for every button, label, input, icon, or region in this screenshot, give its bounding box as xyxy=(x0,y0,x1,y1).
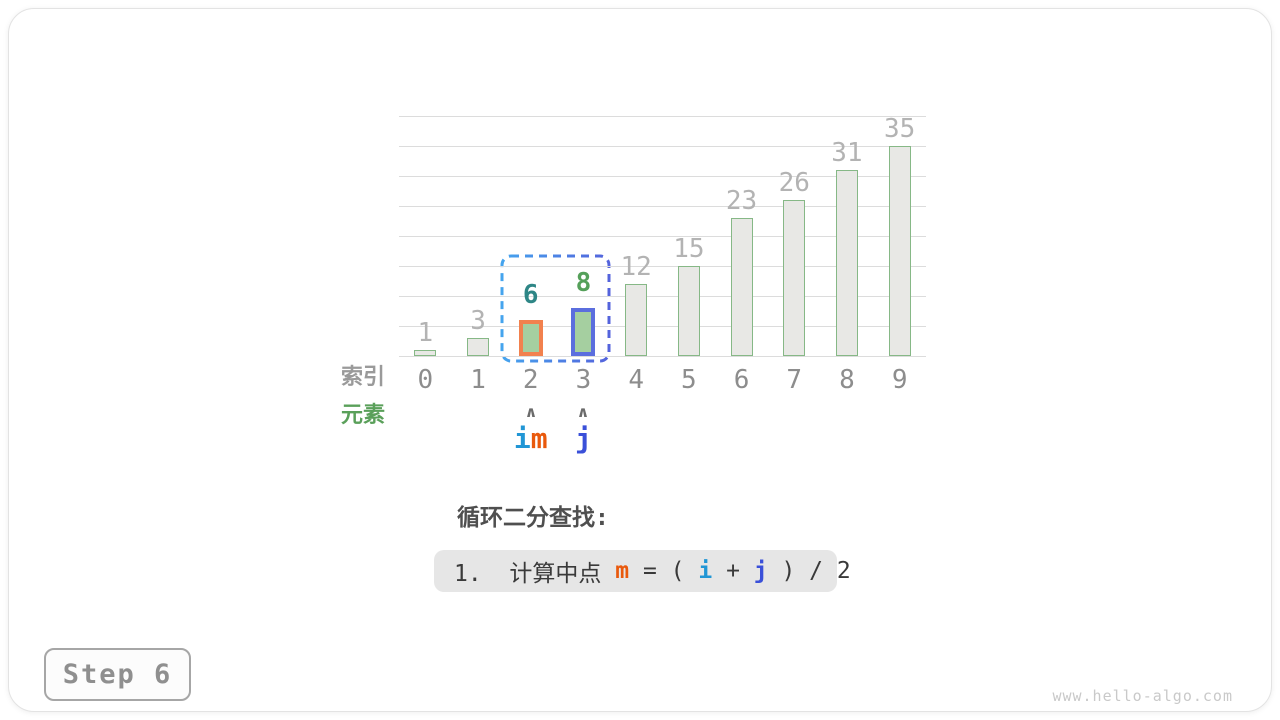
index-label: 2 xyxy=(522,365,539,395)
bar xyxy=(888,146,911,356)
formula-part: m xyxy=(615,558,630,584)
formula-part: j xyxy=(753,558,768,584)
formula-part: i xyxy=(698,558,713,584)
gridline xyxy=(399,296,926,297)
caret-up-icon: ∧ xyxy=(525,403,537,421)
gridline xyxy=(399,176,926,177)
bar-value-label: 3 xyxy=(470,306,486,336)
formula-part: ) / 2 xyxy=(767,558,851,584)
index-label: 3 xyxy=(575,365,592,395)
bar xyxy=(625,284,648,356)
gridline xyxy=(399,146,926,147)
x-axis-label: 索引 xyxy=(340,365,385,390)
formula-part: 1. 计算中点 xyxy=(454,561,616,587)
gridline xyxy=(399,356,926,357)
gridline xyxy=(399,326,926,327)
pointer-i: i xyxy=(513,422,531,455)
y-axis-label: 元素 xyxy=(340,403,385,428)
pointer-j: j xyxy=(575,422,592,455)
gridline xyxy=(399,266,926,267)
index-label: 6 xyxy=(733,365,750,395)
bar-value-label: 31 xyxy=(831,138,863,168)
bar xyxy=(467,338,490,356)
caption-title: 循环二分查找: xyxy=(457,505,609,531)
bar-value-label: 12 xyxy=(620,252,652,282)
bar xyxy=(677,266,700,356)
bar xyxy=(783,200,806,356)
index-label: 4 xyxy=(628,365,644,395)
bar-value-label: 15 xyxy=(673,234,705,264)
gridline xyxy=(399,116,926,117)
gridline xyxy=(399,236,926,237)
step-badge: Step 6 xyxy=(44,648,191,701)
watermark: www.hello-algo.com xyxy=(1052,687,1233,705)
pointer-label: im xyxy=(489,424,573,454)
selection-range-box xyxy=(500,254,611,363)
pointer-label: j xyxy=(541,424,625,454)
gridline xyxy=(399,206,926,207)
bar xyxy=(835,170,858,356)
caret-up-icon: ∧ xyxy=(577,403,590,421)
bar-value-label: 8 xyxy=(575,268,592,298)
bar-value-label: 23 xyxy=(725,186,758,216)
index-label: 5 xyxy=(681,365,697,395)
bar-value-label: 35 xyxy=(883,114,916,144)
index-label: 1 xyxy=(470,365,486,395)
index-label: 8 xyxy=(839,365,855,395)
bar xyxy=(571,308,596,356)
bar-chart: 元素 索引 1 0 3 1 6 2 8 3 12 4 15 5 23 6 26 7 31 8 35 9 ∧ im ∧ j xyxy=(329,104,941,472)
bar xyxy=(414,350,437,356)
bar-value-label: 1 xyxy=(417,318,434,348)
bar-value-label: 26 xyxy=(778,168,810,198)
index-label: 7 xyxy=(786,365,803,395)
index-label: 9 xyxy=(891,365,908,395)
bar-value-label: 6 xyxy=(522,280,539,310)
pointer-m: m xyxy=(530,422,548,455)
index-label: 0 xyxy=(417,365,434,395)
figure-canvas: 元素 索引 1 0 3 1 6 2 8 3 12 4 15 5 23 6 26 7 31 8 35 9 ∧ im ∧ j 循环… xyxy=(8,8,1272,712)
bar xyxy=(730,218,753,356)
formula-box: 1. 计算中点 m = ( i + j ) / 2 xyxy=(434,550,851,592)
formula-part: = ( xyxy=(629,558,699,584)
formula-part: + xyxy=(712,558,754,584)
bar xyxy=(518,320,543,356)
